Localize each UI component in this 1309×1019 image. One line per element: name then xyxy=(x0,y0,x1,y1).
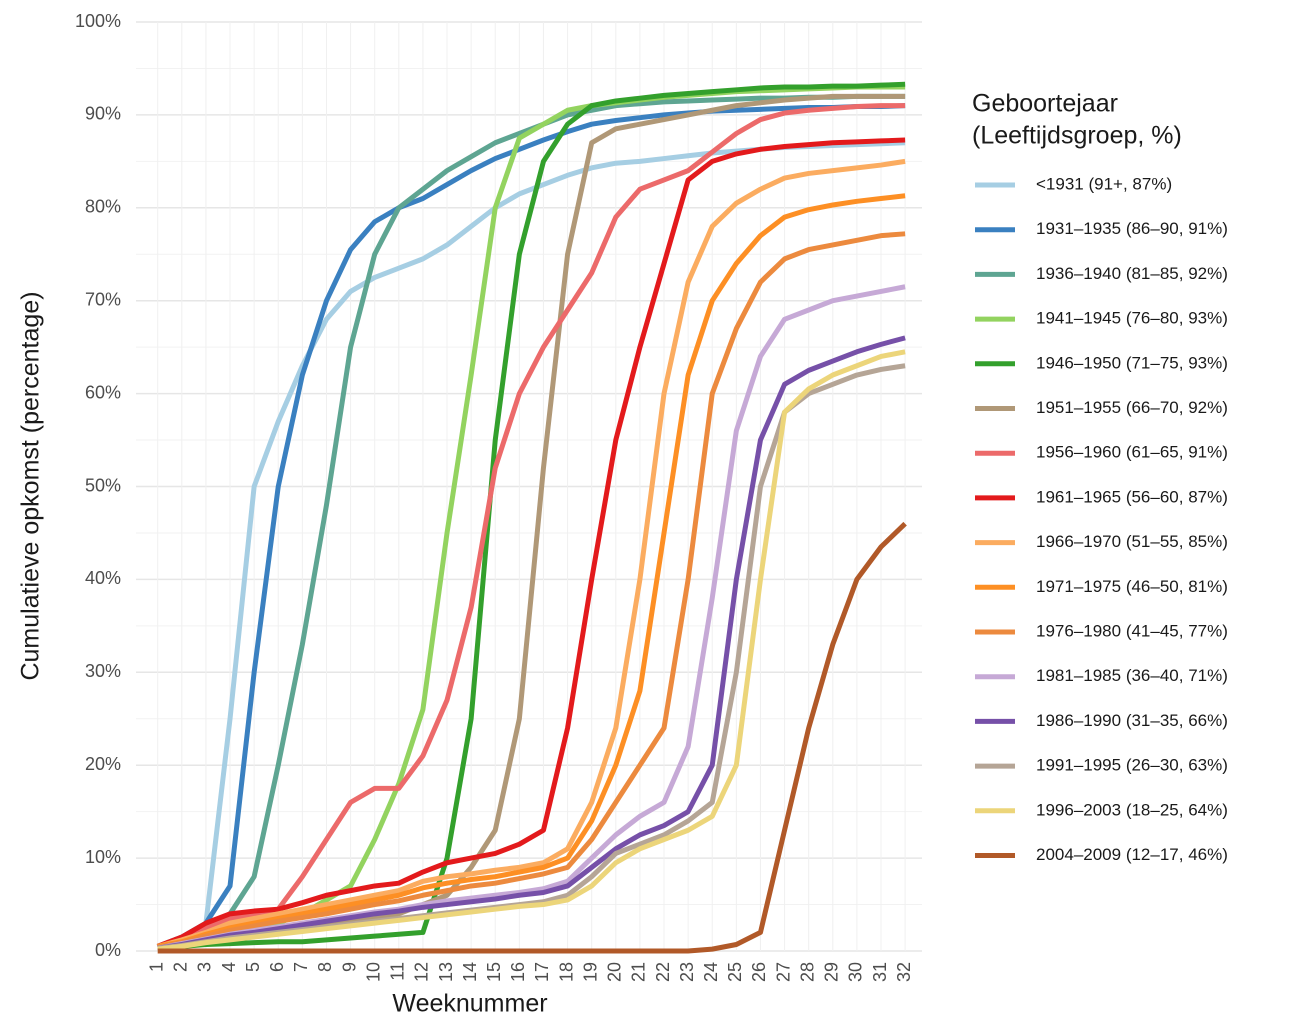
legend-label: 1956–1960 (61–65, 91%) xyxy=(1036,443,1228,462)
x-tick-label: 28 xyxy=(797,962,817,982)
x-tick-label: 16 xyxy=(508,962,528,982)
x-tick-label: 31 xyxy=(870,962,890,982)
series-line xyxy=(157,349,906,952)
x-tick-label: 25 xyxy=(725,962,745,982)
legend-label: 1976–1980 (41–45, 77%) xyxy=(1036,621,1228,640)
x-tick-label: 3 xyxy=(195,962,215,972)
legend-label: <1931 (91+, 87%) xyxy=(1036,174,1172,193)
x-tick-label: 12 xyxy=(412,962,432,982)
series-line xyxy=(157,335,906,951)
series-line xyxy=(156,93,906,949)
x-tick-label: 19 xyxy=(580,962,600,982)
series-line xyxy=(156,137,906,949)
y-tick-label: 70% xyxy=(85,289,121,309)
x-tick-label: 8 xyxy=(315,962,335,972)
y-tick-label: 60% xyxy=(85,382,121,402)
series-line xyxy=(157,158,906,949)
x-tick-label: 6 xyxy=(267,962,287,972)
x-tick-label: 4 xyxy=(219,962,239,972)
legend-label: 1991–1995 (26–30, 63%) xyxy=(1036,756,1228,775)
x-tick-label: 24 xyxy=(701,962,721,982)
series-line xyxy=(156,103,906,949)
x-tick-label: 11 xyxy=(388,962,408,981)
x-tick-label: 27 xyxy=(773,962,793,982)
legend-label: 1951–1955 (66–70, 92%) xyxy=(1036,398,1228,417)
x-tick-label: 22 xyxy=(653,962,673,982)
series-line xyxy=(157,193,906,949)
x-tick-label: 17 xyxy=(532,962,552,982)
x-tick-label: 2 xyxy=(171,962,191,972)
legend-label: 1996–2003 (18–25, 64%) xyxy=(1036,800,1228,819)
y-axis-title: Cumulatieve opkomst (percentage) xyxy=(17,291,45,680)
y-tick-label: 80% xyxy=(85,197,121,217)
legend-label: 1986–1990 (31–35, 66%) xyxy=(1036,711,1228,730)
series-line xyxy=(157,363,906,951)
legend-label: 1961–1965 (56–60, 87%) xyxy=(1036,487,1228,506)
x-tick-label: 9 xyxy=(339,962,359,972)
legend-label: 1966–1970 (51–55, 85%) xyxy=(1036,532,1228,551)
x-tick-label: 10 xyxy=(363,962,383,982)
legend-label: 1981–1985 (36–40, 71%) xyxy=(1036,666,1228,685)
x-tick-label: 21 xyxy=(629,962,649,982)
x-tick-label: 14 xyxy=(460,962,480,982)
x-tick-label: 7 xyxy=(291,962,311,972)
x-axis-title: Weeknummer xyxy=(392,990,547,1018)
legend-label: 1946–1950 (71–75, 93%) xyxy=(1036,353,1228,372)
series-line xyxy=(157,93,906,951)
y-tick-label: 40% xyxy=(85,568,121,588)
series-line xyxy=(157,231,906,950)
series-line xyxy=(157,81,906,951)
x-tick-label: 32 xyxy=(894,962,914,982)
y-tick-label: 50% xyxy=(85,475,121,495)
x-tick-label: 18 xyxy=(556,962,576,982)
x-tick-label: 15 xyxy=(484,962,504,982)
x-tick-label: 29 xyxy=(822,962,842,982)
legend-label: 1941–1945 (76–80, 93%) xyxy=(1036,309,1228,328)
y-tick-label: 20% xyxy=(85,754,121,774)
x-tick-label: 30 xyxy=(846,962,866,982)
x-tick-label: 20 xyxy=(605,962,625,982)
series-line xyxy=(156,103,906,949)
grid xyxy=(136,21,922,952)
legend-title: Geboortejaar xyxy=(972,90,1118,118)
x-tick-label: 5 xyxy=(243,962,263,972)
y-tick-label: 100% xyxy=(75,11,121,31)
legend-label: 1936–1940 (81–85, 92%) xyxy=(1036,264,1228,283)
y-tick-label: 10% xyxy=(85,847,121,867)
x-tick-label: 1 xyxy=(146,962,166,972)
y-tick-label: 90% xyxy=(85,104,121,124)
legend-label: 2004–2009 (12–17, 46%) xyxy=(1036,845,1228,864)
x-tick-label: 23 xyxy=(677,962,697,982)
legend-label: 1931–1935 (86–90, 91%) xyxy=(1036,219,1228,238)
x-tick-label: 26 xyxy=(749,962,769,982)
series-line xyxy=(157,521,907,954)
x-tick-label: 13 xyxy=(436,962,456,982)
legend-label: 1971–1975 (46–50, 81%) xyxy=(1036,577,1228,596)
y-tick-label: 30% xyxy=(85,661,121,681)
legend-title: (Leeftijdsgroep, %) xyxy=(972,122,1182,150)
y-tick-label: 0% xyxy=(95,940,121,960)
